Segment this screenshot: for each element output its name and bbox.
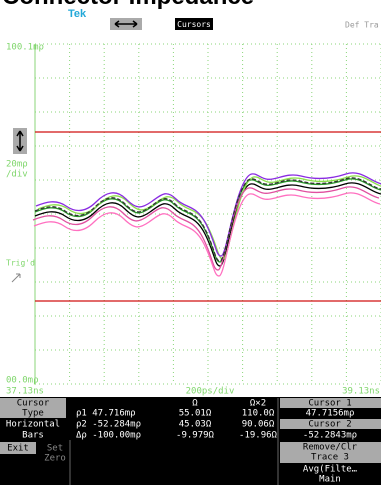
exit: Exit	[7, 444, 29, 454]
logo: Tek	[68, 8, 87, 20]
cursor1-value: 47.7156mρ	[306, 409, 355, 419]
remove-button[interactable]	[280, 442, 381, 463]
cursor-type-box[interactable]	[0, 398, 66, 418]
readout-cell: 90.06Ω	[242, 420, 275, 430]
traces	[32, 172, 381, 277]
cursor2-box[interactable]	[280, 419, 381, 429]
readout-cell: ρ2 -52.284mρ	[76, 420, 141, 430]
cursors-button[interactable]	[175, 18, 213, 30]
remove: Remove/Clr	[303, 443, 358, 453]
cursor2-label: Cursor 2	[308, 420, 351, 430]
avg[interactable]: Avg(Filte…	[303, 465, 358, 475]
trace	[35, 172, 381, 257]
scale: 20mρ	[6, 160, 28, 170]
x-scale: 200ps/div	[186, 387, 235, 397]
title: Connector Impedance	[2, 0, 254, 10]
type-label: Type	[22, 409, 44, 419]
x-left: 37.13ns	[6, 387, 44, 397]
set[interactable]: Set	[47, 444, 63, 454]
cursor2-value: -52.2843mρ	[303, 431, 357, 441]
top-level: 100.1mρ	[6, 43, 44, 53]
zero: Zero	[44, 454, 66, 464]
readout-cell: 45.03Ω	[179, 420, 212, 430]
main: Main	[319, 475, 341, 485]
trace	[34, 177, 381, 262]
horizontal-label: Horizontal	[6, 420, 60, 430]
readout-cell: 110.0Ω	[242, 409, 275, 419]
readout-cell: 55.01Ω	[179, 409, 212, 419]
x-right: 39.13ns	[342, 387, 380, 397]
readout-cell: ρ1 47.716mρ	[76, 409, 136, 419]
right-label: Def Tra	[345, 21, 379, 30]
readout-cell: Δρ -100.00mρ	[76, 431, 141, 441]
col-ohm2: Ω×2	[250, 399, 266, 409]
readout-rows: ρ1 47.716mρ 55.01Ω 110.0Ω ρ2 -52.284mρ 45.03…	[76, 409, 278, 441]
cursors-label: Cursors	[177, 20, 211, 29]
cursor1-box[interactable]	[280, 398, 381, 408]
trace	[34, 182, 381, 267]
bars-label: Bars	[22, 431, 44, 441]
grid	[34, 43, 381, 385]
trigger: Trig'd	[6, 259, 35, 268]
readout-cell: -19.96Ω	[239, 431, 278, 441]
trace	[33, 192, 381, 277]
trace	[32, 186, 380, 271]
trigger-icon	[11, 273, 21, 283]
pan-icon	[114, 20, 138, 28]
scale-icon	[16, 130, 24, 152]
exit-button[interactable]	[0, 442, 36, 454]
readout: Cursor Type Horizontal Bars Ω Ω×2 ρ1 47.…	[0, 397, 381, 485]
cursor-label: Cursor	[17, 399, 50, 409]
cursor1-label: Cursor 1	[308, 399, 351, 409]
col-ohm: Ω	[192, 399, 198, 409]
trace-3: Trace 3	[311, 453, 349, 463]
readout-cell: -9.979Ω	[176, 431, 215, 441]
scale-unit: /div	[6, 170, 28, 180]
bottom-level: 00.0mρ	[6, 376, 39, 386]
